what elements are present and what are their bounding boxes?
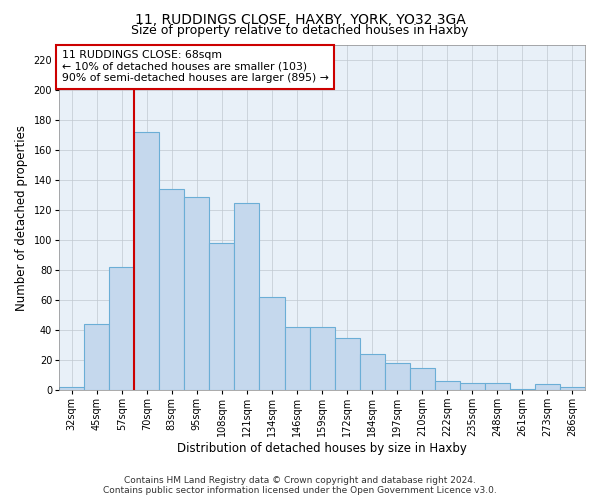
Bar [485, 382, 510, 390]
Bar [510, 388, 535, 390]
X-axis label: Distribution of detached houses by size in Haxby: Distribution of detached houses by size … [177, 442, 467, 455]
Bar [410, 368, 435, 390]
Bar [159, 189, 184, 390]
Bar [359, 354, 385, 390]
Bar [385, 363, 410, 390]
Bar [134, 132, 159, 390]
Text: Size of property relative to detached houses in Haxby: Size of property relative to detached ho… [131, 24, 469, 37]
Text: Contains public sector information licensed under the Open Government Licence v3: Contains public sector information licen… [103, 486, 497, 495]
Bar [209, 243, 235, 390]
Bar [284, 327, 310, 390]
Bar [460, 382, 485, 390]
Bar [560, 387, 585, 390]
Text: 11, RUDDINGS CLOSE, HAXBY, YORK, YO32 3GA: 11, RUDDINGS CLOSE, HAXBY, YORK, YO32 3G… [134, 12, 466, 26]
Bar [184, 196, 209, 390]
Bar [259, 297, 284, 390]
Bar [84, 324, 109, 390]
Bar [435, 381, 460, 390]
Text: Contains HM Land Registry data © Crown copyright and database right 2024.: Contains HM Land Registry data © Crown c… [124, 476, 476, 485]
Bar [535, 384, 560, 390]
Bar [335, 338, 359, 390]
Bar [109, 267, 134, 390]
Bar [59, 387, 84, 390]
Y-axis label: Number of detached properties: Number of detached properties [15, 124, 28, 310]
Bar [310, 327, 335, 390]
Bar [235, 202, 259, 390]
Text: 11 RUDDINGS CLOSE: 68sqm
← 10% of detached houses are smaller (103)
90% of semi-: 11 RUDDINGS CLOSE: 68sqm ← 10% of detach… [62, 50, 329, 84]
